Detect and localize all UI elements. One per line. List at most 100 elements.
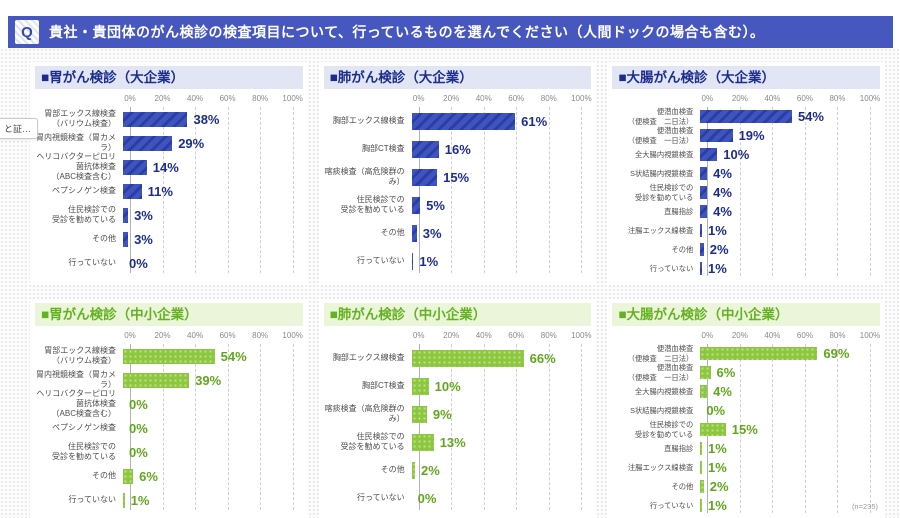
- bar-track: 1%: [123, 492, 293, 508]
- bar: [123, 111, 188, 127]
- category-label: 便潜血検査 （便検査 二日法）: [627, 107, 694, 126]
- value-label: 1%: [708, 498, 727, 513]
- value-label: 54%: [220, 348, 247, 364]
- axis-tick-label: 80%: [540, 94, 557, 103]
- bar-track: 16%: [411, 140, 582, 158]
- bar: [700, 243, 704, 256]
- value-label: 1%: [419, 253, 439, 269]
- axis-tick-label: 80%: [540, 331, 557, 340]
- bar: [123, 492, 125, 508]
- gridline: [707, 107, 709, 276]
- x-axis: 0% 20% 40% 60% 80% 100%: [124, 330, 303, 344]
- category-label: 行っていない: [68, 258, 116, 267]
- bar-chart: 0% 20% 40% 60% 80% 100% 胸部エックス線検査 66% 胸部CT検査 10% 喀…: [324, 330, 592, 512]
- axis-tick-label: 40%: [475, 94, 492, 103]
- gridline: [581, 344, 583, 510]
- bar-track: 1%: [700, 441, 870, 456]
- category-label: 便潜血検査 （便検査 一日法）: [627, 363, 694, 382]
- bar-row: 全大腸内視鏡検査 10%: [612, 145, 880, 164]
- category-label: 胃内視鏡検査（胃カメラ）: [36, 133, 116, 152]
- bar-track: 4%: [700, 166, 870, 181]
- bar-track: 19%: [700, 128, 870, 143]
- bar-row: 便潜血検査 （便検査 二日法） 54%: [612, 107, 880, 126]
- axis-tick-label: 100%: [282, 331, 303, 340]
- category-label: その他: [671, 244, 694, 254]
- gridline: [483, 344, 485, 510]
- bar-row: その他 6%: [35, 464, 303, 488]
- gridline: [772, 107, 774, 276]
- value-label: 3%: [422, 225, 442, 241]
- chart-panel-colon-sme: ■大腸がん検診（中小企業） 0% 20% 40% 60% 80% 100% 便潜血検査 （便検…: [607, 299, 885, 518]
- axis-tick-label: 100%: [282, 94, 303, 103]
- axis-tick-label: 60%: [796, 331, 813, 340]
- bar: [123, 135, 173, 151]
- bar: [123, 207, 129, 223]
- value-label: 11%: [147, 183, 173, 199]
- bar: [700, 499, 703, 512]
- bar-row: 胃内視鏡検査（胃カメラ） 39%: [35, 368, 303, 392]
- axis-tick-label: 80%: [829, 331, 846, 340]
- bar-track: 54%: [700, 109, 870, 124]
- axis-tick-label: 0%: [412, 94, 425, 103]
- value-label: 19%: [738, 128, 765, 143]
- bar-row: 胃部エックス線検査 （バリウム検査） 38%: [35, 107, 303, 131]
- bar-track: 14%: [123, 159, 293, 175]
- bar-row: 喀痰検査（高危険群のみ） 9%: [324, 400, 592, 428]
- value-label: 66%: [529, 350, 556, 366]
- axis-tick-label: 20%: [154, 331, 171, 340]
- gridline: [483, 107, 485, 273]
- bar-track: 10%: [700, 147, 870, 162]
- gridline: [162, 107, 164, 273]
- bar-track: 0%: [123, 256, 293, 271]
- category-label: 直腸指診: [664, 206, 694, 216]
- axis-tick-label: 40%: [475, 331, 492, 340]
- bar-track: 4%: [700, 204, 870, 219]
- axis-tick-label: 0%: [701, 331, 714, 340]
- bar-row: 直腸指診 4%: [612, 202, 880, 221]
- bar: [411, 112, 516, 130]
- sample-size-note: (n=235): [851, 502, 878, 511]
- bar-track: 3%: [123, 207, 293, 223]
- category-label: ヘリコバクターピロリ菌抗体検査 （ABC検査含む）: [36, 152, 116, 181]
- category-label: 胸部CT検査: [361, 144, 405, 153]
- axis-tick-label: 80%: [829, 94, 846, 103]
- bar-row: 喀痰検査（高危険群のみ） 15%: [324, 163, 592, 191]
- value-label: 1%: [708, 460, 727, 475]
- bar-track: 11%: [123, 183, 293, 199]
- bar-track: 3%: [411, 224, 582, 242]
- value-label: 1%: [708, 261, 727, 276]
- bar-row: 直腸指診 1%: [612, 439, 880, 458]
- bar-track: 4%: [700, 384, 870, 399]
- category-label: 胸部CT検査: [361, 381, 405, 390]
- bar-row: 全大腸内視鏡検査 4%: [612, 382, 880, 401]
- category-label: S状結腸内視鏡検査: [630, 168, 694, 178]
- plot-area: 便潜血検査 （便検査 二日法） 69% 便潜血検査 （便検査 一日法） 6% 全大腸内視…: [612, 344, 880, 515]
- bar-row: その他 2%: [612, 240, 880, 259]
- gridlines: [707, 107, 871, 276]
- bar-track: 6%: [123, 468, 293, 484]
- bar-track: 29%: [123, 135, 293, 151]
- category-label: 胃部エックス線検査 （バリウム検査）: [44, 109, 116, 128]
- value-label: 0%: [129, 255, 148, 271]
- gridlines: [130, 344, 294, 510]
- value-label: 4%: [713, 166, 732, 181]
- x-axis: 0% 20% 40% 60% 80% 100%: [413, 93, 592, 107]
- bar-track: 9%: [411, 405, 582, 423]
- bar-row: 胃部エックス線検査 （バリウム検査） 54%: [35, 344, 303, 368]
- bar-track: 1%: [700, 498, 870, 513]
- category-label: 直腸指診: [664, 443, 694, 453]
- plot-area: 胸部エックス線検査 66% 胸部CT検査 10% 喀痰検査（高危険群のみ） 9% 住民検診で…: [324, 344, 592, 512]
- bar: [123, 468, 134, 484]
- bar-row: 行っていない 0%: [324, 484, 592, 512]
- chart-title: ■肺がん検診（大企業）: [323, 66, 592, 89]
- category-label: 全大腸内視鏡検査: [634, 386, 694, 396]
- bar-track: 3%: [123, 231, 293, 247]
- bar-track: 6%: [700, 365, 870, 380]
- bar-track: 2%: [700, 242, 870, 257]
- bar: [700, 366, 711, 379]
- axis-tick-label: 20%: [154, 94, 171, 103]
- axis-tick-label: 0%: [701, 94, 714, 103]
- value-label: 4%: [713, 204, 732, 219]
- bar-track: 13%: [411, 433, 582, 451]
- bar: [700, 148, 718, 161]
